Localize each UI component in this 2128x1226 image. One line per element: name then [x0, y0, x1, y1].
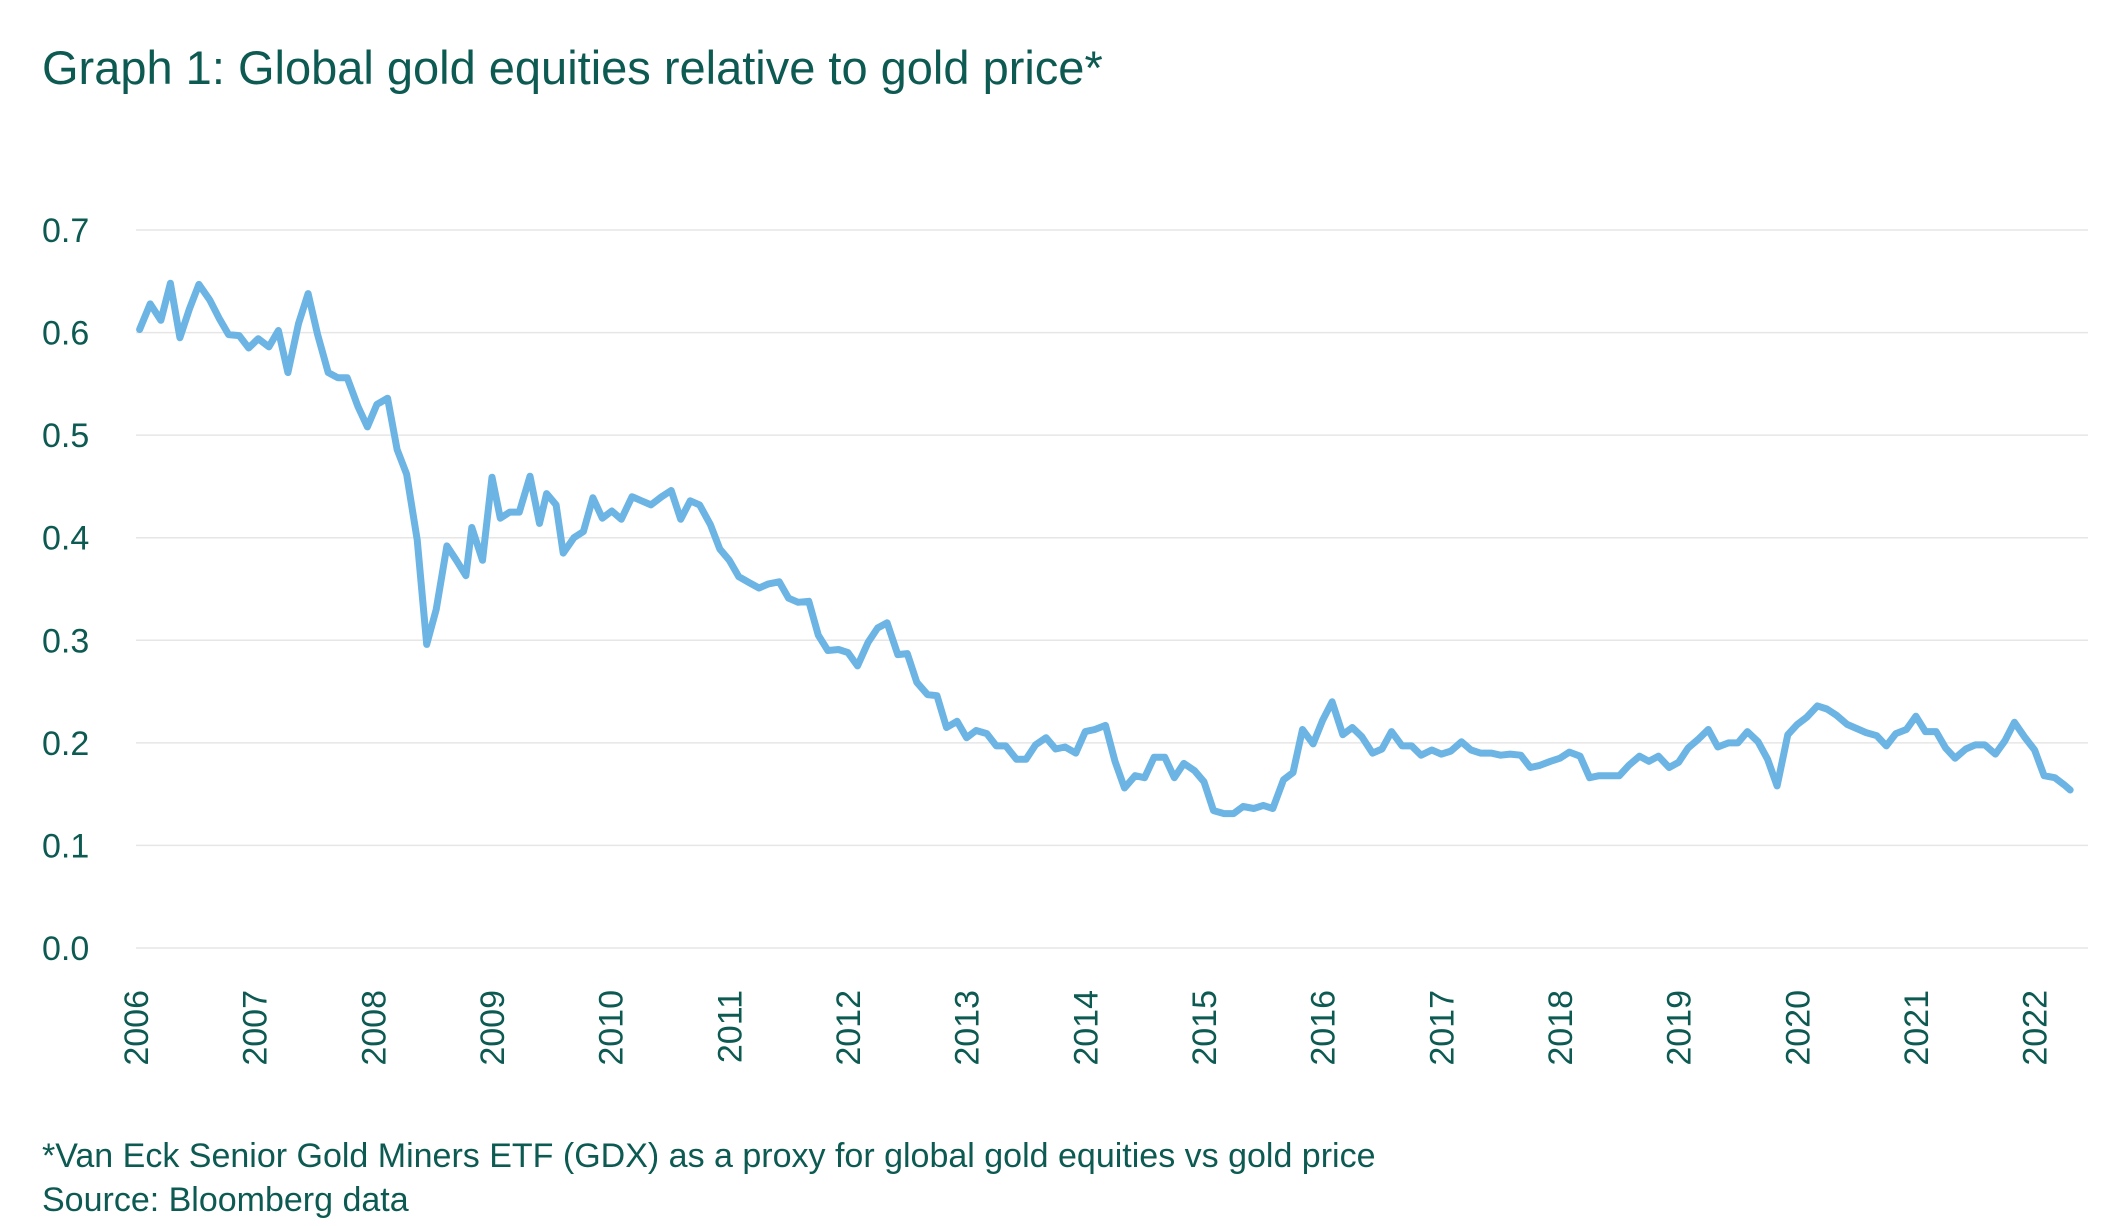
y-tick-label: 0.6 [42, 315, 89, 353]
x-axis-ticks: 2006 2007 2008 2009 2010 2011 2012 2013 2014 2015… [118, 990, 2055, 1066]
source-note: Source: Bloomberg data [42, 1181, 409, 1219]
x-tick-label: 2010 [593, 990, 631, 1066]
y-tick-label: 0.0 [42, 930, 89, 968]
grid-lines [136, 229, 2088, 949]
x-tick-label: 2019 [1661, 990, 1699, 1066]
chart-notes: *Van Eck Senior Gold Miners ETF (GDX) as… [42, 1134, 1376, 1222]
y-tick-label: 0.5 [42, 417, 89, 455]
x-tick-label: 2012 [830, 990, 868, 1066]
x-tick-label: 2020 [1779, 990, 1817, 1066]
y-tick-label: 0.2 [42, 725, 89, 763]
x-tick-label: 2015 [1186, 990, 1224, 1066]
x-tick-label: 2007 [237, 990, 275, 1066]
y-tick-label: 0.3 [42, 622, 89, 660]
x-tick-label: 2013 [949, 990, 987, 1066]
y-tick-label: 0.7 [42, 212, 89, 250]
x-tick-label: 2022 [2017, 990, 2055, 1066]
x-tick-label: 2006 [118, 990, 156, 1066]
plot-area [136, 279, 2074, 818]
x-tick-label: 2021 [1898, 990, 1936, 1066]
x-tick-label: 2016 [1305, 990, 1343, 1066]
x-tick-label: 2009 [474, 990, 512, 1066]
chart-title: Graph 1: Global gold equities relative t… [42, 41, 1103, 94]
y-tick-label: 0.1 [42, 827, 89, 865]
x-tick-label: 2008 [355, 990, 393, 1066]
x-tick-label: 2018 [1542, 990, 1580, 1066]
x-tick-label: 2014 [1067, 990, 1105, 1066]
footnote: *Van Eck Senior Gold Miners ETF (GDX) as… [42, 1137, 1376, 1175]
x-tick-label: 2017 [1423, 990, 1461, 1066]
y-tick-label: 0.4 [42, 520, 89, 558]
series-line-0 [136, 279, 2074, 818]
y-axis-ticks: 0.0 0.1 0.2 0.3 0.4 0.5 0.6 0.7 [42, 212, 89, 968]
x-tick-label: 2011 [711, 990, 749, 1063]
